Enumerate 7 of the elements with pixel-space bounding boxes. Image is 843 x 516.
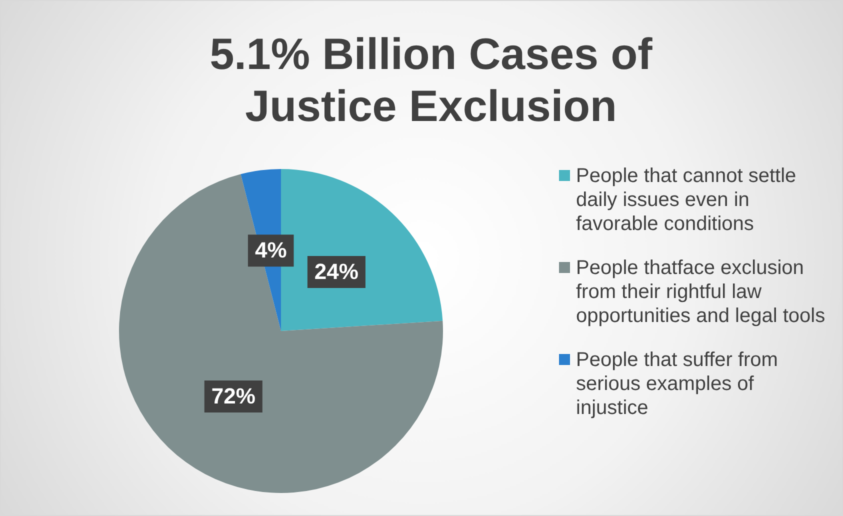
- legend-label: People thatface exclusion from their rightful law opportunities and legal tools: [576, 256, 826, 328]
- data-label: 72%: [211, 384, 256, 409]
- data-label: 4%: [254, 238, 287, 263]
- data-label: 24%: [314, 259, 358, 284]
- chart-title: 5.1% Billion Cases of Justice Exclusion: [208, 29, 654, 133]
- legend-label: People that suffer from serious examples of injustice: [576, 348, 779, 420]
- legend-label: People that cannot settle daily issues even in favorable conditions: [576, 164, 798, 236]
